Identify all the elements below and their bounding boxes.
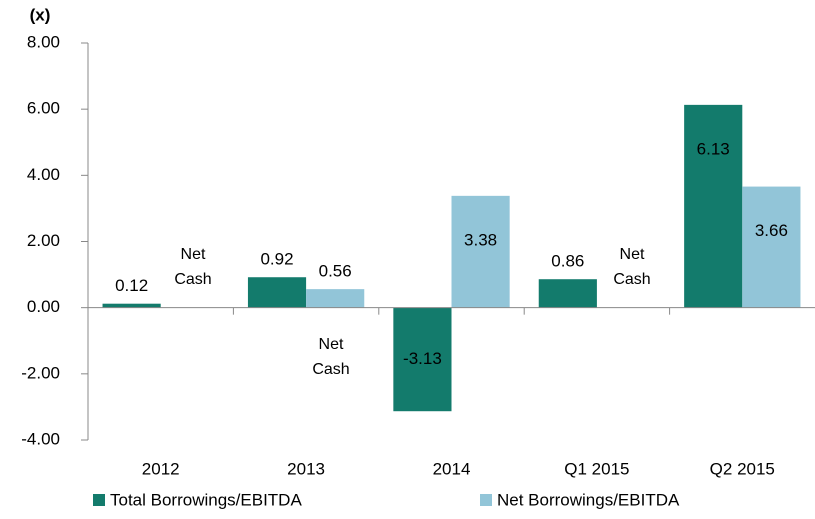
bar	[393, 307, 452, 412]
y-tick-label: -2.00	[21, 363, 60, 382]
bar	[538, 279, 597, 308]
y-tick-label: -4.00	[21, 429, 60, 448]
bar	[742, 186, 801, 308]
bar	[684, 104, 743, 308]
bar	[451, 195, 510, 308]
x-tick-label: 2012	[142, 459, 180, 478]
value-label: 0.92	[260, 250, 293, 269]
x-tick-label: Q1 2015	[564, 459, 629, 478]
value-label: 6.13	[697, 139, 730, 158]
legend-label: Total Borrowings/EBITDA	[110, 490, 302, 509]
value-label: 3.38	[464, 230, 497, 249]
y-tick-label: 6.00	[27, 99, 60, 118]
annotation: Net Cash	[174, 246, 212, 288]
y-tick-label: 8.00	[27, 32, 60, 51]
y-tick-label: 0.00	[27, 297, 60, 316]
legend-label: Net Borrowings/EBITDA	[497, 490, 680, 509]
value-label: 3.66	[755, 221, 788, 240]
x-tick-label: 2013	[287, 459, 325, 478]
annotation: Net Cash	[312, 336, 350, 378]
value-label: 0.12	[115, 276, 148, 295]
annotation: Net Cash	[613, 246, 651, 288]
bar	[102, 303, 161, 308]
x-tick-label: 2014	[433, 459, 471, 478]
value-label: -3.13	[403, 349, 442, 368]
y-tick-label: 2.00	[27, 231, 60, 250]
bar	[306, 289, 365, 308]
y-axis-label: (x)	[30, 5, 51, 24]
bar	[247, 277, 307, 308]
x-tick-label: Q2 2015	[710, 459, 775, 478]
legend-swatch	[93, 494, 105, 506]
value-label: 0.56	[319, 262, 352, 281]
value-label: 0.86	[551, 252, 584, 271]
legend-swatch	[480, 494, 492, 506]
y-tick-label: 4.00	[27, 165, 60, 184]
